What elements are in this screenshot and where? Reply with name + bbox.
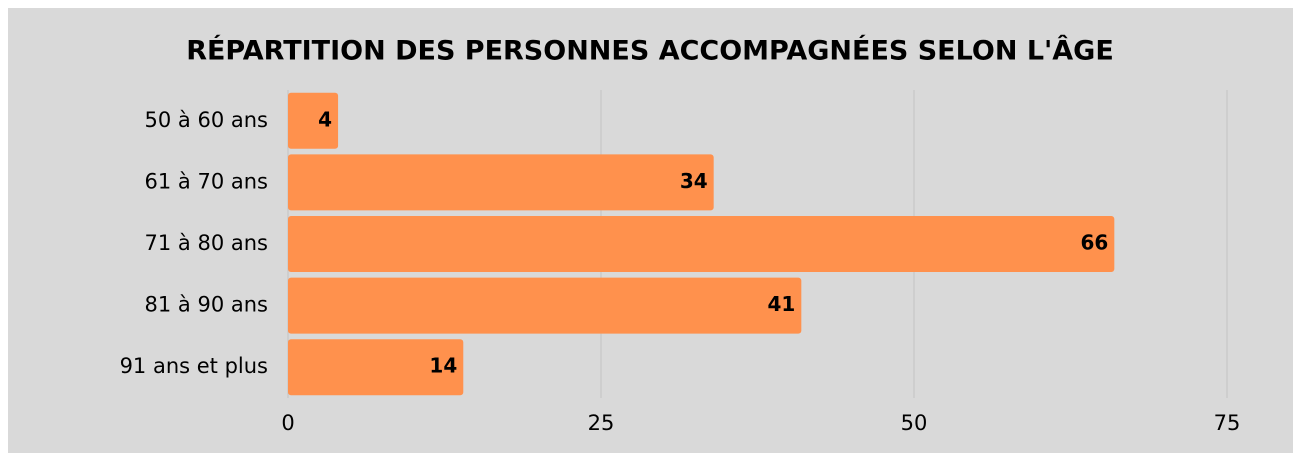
value-label: 41 [767,292,795,316]
x-tick-label: 50 [901,411,928,435]
y-tick-label: 61 à 70 ans [145,169,268,193]
y-tick-label: 91 ans et plus [120,354,268,378]
value-label: 34 [680,169,708,193]
y-tick-label: 71 à 80 ans [145,231,268,255]
x-tick-label: 0 [281,411,294,435]
chart-title: RÉPARTITION DES PERSONNES ACCOMPAGNÉES S… [186,35,1114,67]
bar [288,339,464,396]
bar [288,277,802,334]
bar [288,92,339,149]
x-tick-label: 75 [1214,411,1241,435]
y-tick-label: 81 à 90 ans [145,293,268,317]
bar [288,154,714,211]
x-tick-label: 25 [588,411,615,435]
value-label: 4 [318,107,332,131]
value-label: 66 [1080,231,1108,255]
value-label: 14 [429,354,457,378]
bar [288,216,1115,272]
y-tick-label: 50 à 60 ans [145,108,268,132]
